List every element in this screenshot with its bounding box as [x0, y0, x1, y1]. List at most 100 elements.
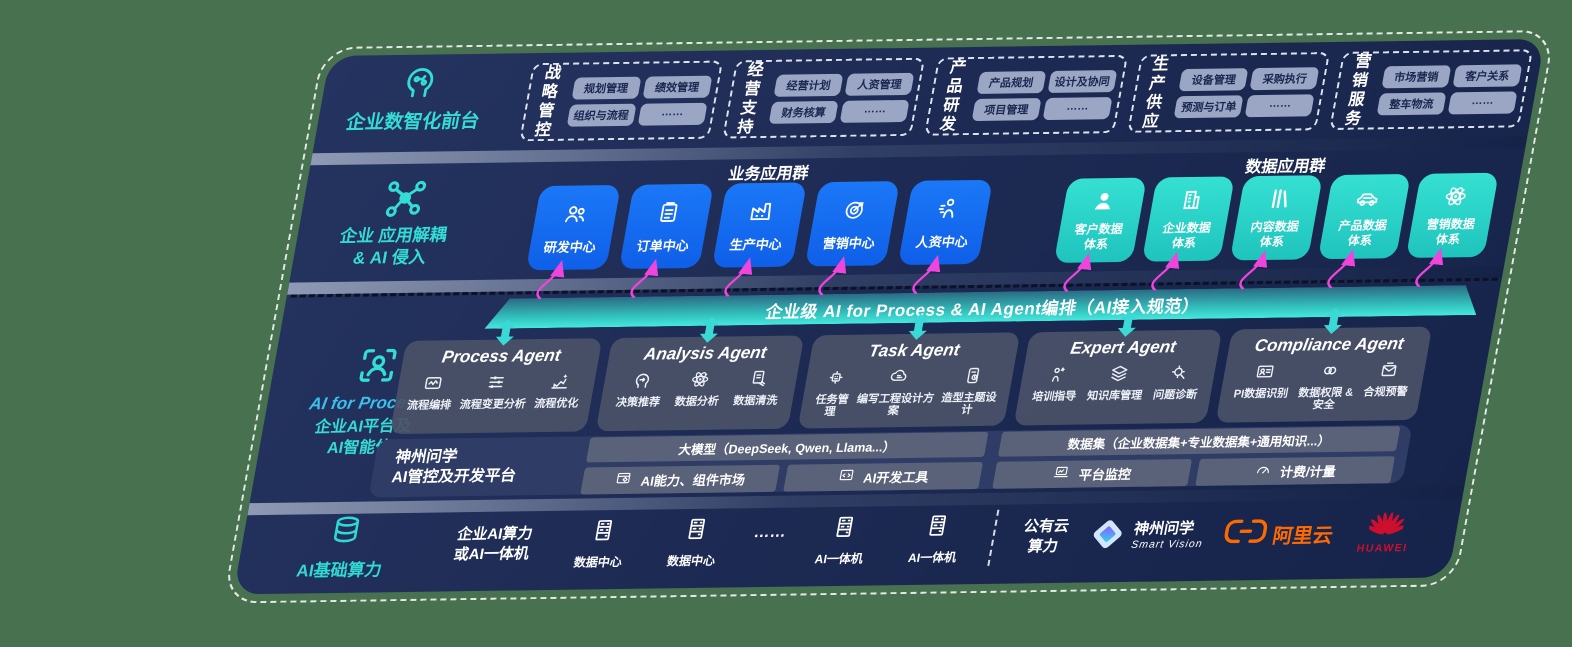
- smartvision-name-cn: 神州问学: [1132, 519, 1196, 538]
- tag: ……: [1042, 96, 1113, 120]
- huawei-text: HUAWEI: [1355, 541, 1409, 555]
- molecule-icon: [378, 175, 432, 222]
- agent-title: Analysis Agent: [642, 342, 769, 364]
- tag: ……: [637, 102, 708, 126]
- aliyun-bracket-icon: [1220, 518, 1270, 551]
- agent-items: PI数据识别 数据权限 & 安全 合规预警: [1226, 359, 1417, 414]
- agent-capability: 数据分析: [673, 369, 724, 409]
- front-desk-group-operation: 经营 支持 经营计划 人资管理 财务核算 ……: [721, 57, 926, 139]
- group-tags: 市场营销 客户关系 整车物流 ……: [1376, 63, 1523, 115]
- enterprise-compute-label: 企业AI算力 或AI一体机: [452, 524, 534, 564]
- id-card-icon: [1252, 361, 1277, 386]
- aliyun-text: 阿里云: [1270, 524, 1335, 548]
- compute-node-datacenter: 数据中心: [643, 515, 746, 569]
- tag: ……: [839, 99, 910, 123]
- platform-cell-monitor: 平台监控: [992, 458, 1193, 489]
- factory-icon: [746, 197, 777, 226]
- huawei-flower-icon: [1365, 510, 1407, 542]
- decision-head-icon: [629, 370, 654, 395]
- agent-capability-label: 决策推荐: [614, 396, 662, 409]
- agent-capability-label: 数据清洗: [732, 394, 779, 408]
- tag: 经营计划: [773, 73, 844, 97]
- agent-title: Process Agent: [440, 345, 563, 367]
- tag: 客户关系: [1452, 63, 1523, 87]
- design-tablet-icon: [960, 365, 985, 390]
- smartvision-logo: 神州问学 Smart Vision: [1085, 514, 1223, 557]
- server-icon: [681, 515, 712, 544]
- tag: 采购执行: [1249, 66, 1320, 90]
- diagnose-icon: [1166, 362, 1191, 387]
- group-tags: 产品规划 设计及协同 项目管理 ……: [971, 69, 1118, 121]
- front-desk-groups: 战略 管控 规划管理 绩效管理 组织与流程 …… 经营 支持 经营计划 人资管理…: [519, 49, 1534, 142]
- group-title: 营销 服务: [1343, 53, 1373, 129]
- magenta-connector-arrows: [536, 247, 1444, 301]
- front-desk-group-product: 产品 研发 产品规划 设计及协同 项目管理 ……: [924, 54, 1128, 136]
- group-title: 经营 支持: [735, 61, 766, 137]
- optimize-icon: [547, 371, 572, 396]
- agent-capability-label: 知识库管理: [1086, 389, 1144, 403]
- agent-task: Task Agent 任务管理 编写工程设计方案 造型主题设计: [797, 332, 1021, 429]
- rings-icon: [1317, 360, 1342, 385]
- front-desk-group-production: 生产 供应 设备管理 采购执行 预测与订单 ……: [1126, 52, 1331, 133]
- teal-double-arrow: [699, 316, 720, 343]
- node-label: 数据中心: [665, 553, 717, 568]
- tag: 人资管理: [844, 72, 915, 96]
- compute-layer: AI基础算力 企业AI算力 或AI一体机 数据中心 数据中心 …… AI一体机 …: [271, 497, 1434, 583]
- agent-title: Task Agent: [867, 340, 962, 361]
- agent-title: Compliance Agent: [1253, 334, 1406, 356]
- dataset-group: 数据集（企业数据集+专业数据集+通用知识...） 平台监控 计费/计量: [992, 425, 1401, 489]
- teal-double-arrow: [1117, 310, 1138, 337]
- tag: 设计及协同: [1047, 69, 1118, 93]
- agent-analysis: Analysis Agent 决策推荐 数据分析 数据清洗: [595, 335, 805, 432]
- agent-capability: 编写工程设计方案: [851, 365, 942, 418]
- smartvision-diamond-icon: [1085, 515, 1128, 557]
- monitor-icon: [1051, 464, 1072, 484]
- tag: 预测与订单: [1174, 94, 1244, 118]
- platform-cell-label: 平台监控: [1077, 466, 1133, 483]
- ai-head-icon: [395, 60, 445, 103]
- doc-clean-icon: [746, 368, 771, 393]
- tag: 组织与流程: [566, 103, 637, 127]
- compute-node-datacenter: 数据中心: [550, 516, 653, 570]
- tag: 设备管理: [1178, 67, 1249, 91]
- agent-capability: PI数据识别: [1230, 361, 1294, 414]
- sliders-icon: [484, 372, 509, 397]
- compute-node-ai-appliance: AI一体机: [791, 513, 894, 567]
- agent-capability: 决策推荐: [615, 369, 666, 409]
- front-desk-group-strategy: 战略 管控 规划管理 绩效管理 组织与流程 ……: [519, 60, 723, 142]
- smartvision-name-en: Smart Vision: [1130, 537, 1204, 551]
- agent-items: 流程编排 流程变更分析 流程优化: [403, 370, 588, 412]
- gauge-icon: [1253, 461, 1274, 481]
- database-icon: [325, 513, 366, 553]
- perspective-scene: 企业数智化前台 战略 管控 规划管理 绩效管理 组织与流程 …… 经营 支持 经…: [222, 29, 1556, 604]
- compute-rail: AI基础算力: [271, 512, 415, 581]
- server-icon: [829, 513, 860, 542]
- platform-cell-market: AI能力、组件市场: [580, 464, 781, 495]
- platform-cell-label: 计费/计量: [1278, 463, 1338, 480]
- agents-row: Process Agent 流程编排 流程变更分析 流程优化 Analysis …: [389, 326, 1433, 435]
- agent-capability-label: 造型主题设计: [940, 391, 998, 417]
- agent-capability: 培训指导: [1031, 364, 1082, 404]
- agent-capability-label: 流程优化: [533, 397, 580, 410]
- agent-capability: 造型主题设计: [935, 365, 1006, 418]
- dev-tools-icon: [836, 467, 857, 487]
- target-icon: [839, 196, 870, 225]
- agent-capability-label: 合规预警: [1362, 385, 1409, 399]
- books-icon: [1264, 186, 1295, 216]
- agent-capability: 流程变更分析: [459, 371, 532, 411]
- agent-capability-label: PI数据识别: [1232, 387, 1290, 401]
- agent-capability: 流程优化: [533, 370, 584, 410]
- agent-items: 任务管理 编写工程设计方案 造型主题设计: [808, 365, 1005, 420]
- users-icon: [560, 200, 591, 229]
- car-icon: [1352, 184, 1383, 214]
- platform-cell-label: AI能力、组件市场: [639, 471, 747, 489]
- clipboard-icon: [653, 199, 684, 228]
- tag: ……: [1447, 90, 1518, 114]
- tag: 市场营销: [1381, 64, 1452, 88]
- agent-capability: 任务管理: [808, 367, 858, 420]
- tag: 项目管理: [971, 97, 1042, 121]
- atom-icon: [688, 369, 713, 394]
- compute-label: AI基础算力: [295, 559, 384, 581]
- teal-double-arrow: [1323, 307, 1344, 335]
- group-tags: 经营计划 人资管理 财务核算 ……: [768, 72, 915, 124]
